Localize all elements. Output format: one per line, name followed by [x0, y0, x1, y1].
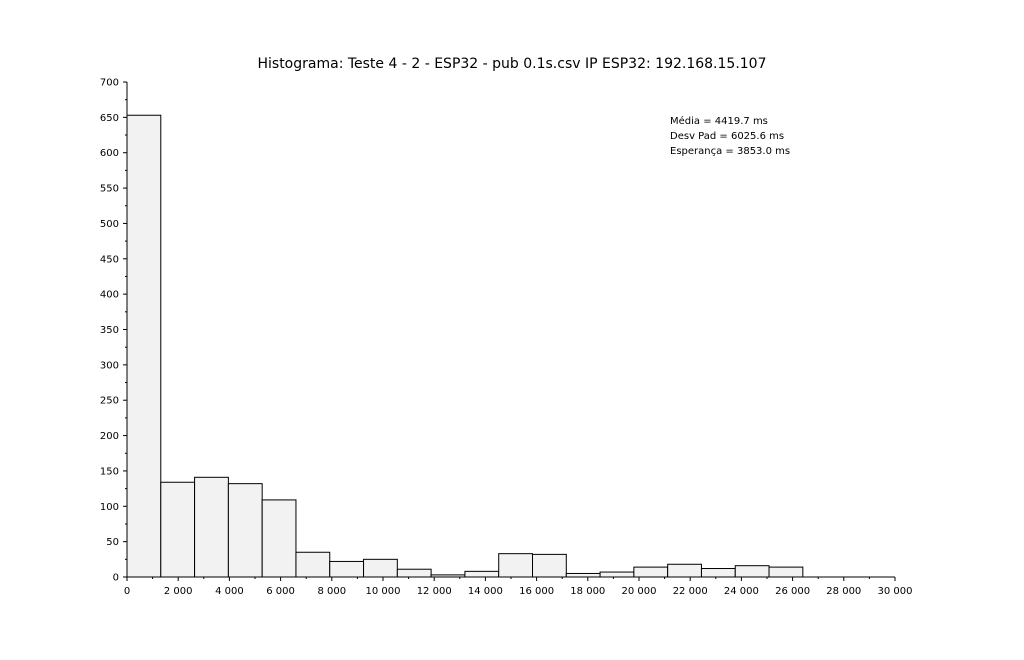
- histogram-bar-2: [160, 481, 196, 578]
- histogram-bar-3: [194, 476, 229, 578]
- stat-annotation-2: Desv Pad = 6025.6 ms: [670, 131, 784, 142]
- x-tick-label-14: 28 000: [826, 586, 861, 597]
- y-tick-label-7: 350: [100, 325, 119, 336]
- histogram-bar-9: [396, 568, 432, 578]
- histogram-bar-7: [329, 560, 365, 578]
- histogram-bar-1: [126, 114, 162, 578]
- y-tick-label-13: 650: [100, 113, 119, 124]
- x-tick-label-6: 12 000: [417, 586, 452, 597]
- y-tick-label-8: 400: [100, 290, 119, 301]
- x-tick-label-5: 10 000: [366, 586, 401, 597]
- y-tick-label-4: 200: [100, 431, 119, 442]
- y-tick-label-11: 550: [100, 184, 119, 195]
- x-tick-label-4: 8 000: [317, 586, 346, 597]
- y-tick-label-10: 500: [100, 219, 119, 230]
- histogram-bar-14: [565, 572, 601, 578]
- y-tick-label-3: 150: [100, 466, 119, 477]
- histogram-bar-8: [363, 558, 398, 578]
- x-tick-label-10: 20 000: [622, 586, 657, 597]
- y-tick-label-0: 0: [113, 573, 119, 584]
- x-tick-label-15: 30 000: [878, 586, 913, 597]
- x-tick-label-9: 18 000: [570, 586, 605, 597]
- histogram-bar-18: [700, 568, 736, 578]
- chart-title: Histograma: Teste 4 - 2 - ESP32 - pub 0.…: [257, 56, 766, 72]
- x-tick-label-13: 26 000: [775, 586, 810, 597]
- stat-annotation-3: Esperança = 3853.0 ms: [670, 146, 790, 157]
- histogram-bar-12: [498, 553, 534, 578]
- histogram-bar-11: [464, 570, 500, 578]
- histogram-bar-6: [295, 551, 331, 578]
- y-tick-label-1: 50: [106, 537, 119, 548]
- y-tick-label-6: 300: [100, 360, 119, 371]
- x-tick-label-0: 0: [124, 586, 130, 597]
- x-tick-label-2: 4 000: [215, 586, 244, 597]
- x-tick-label-1: 2 000: [164, 586, 193, 597]
- histogram-bar-20: [768, 566, 804, 578]
- axes-layer: 0 2 000 4 000 6 000 8 000 10 000 12 000 14 000 1…: [100, 78, 913, 598]
- x-tick-label-11: 22 000: [673, 586, 708, 597]
- histogram-bar-19: [734, 565, 770, 578]
- stat-annotation-1: Média = 4419.7 ms: [670, 115, 768, 127]
- x-tick-label-3: 6 000: [266, 586, 295, 597]
- histogram-bar-16: [633, 566, 669, 578]
- y-tick-label-5: 250: [100, 396, 119, 407]
- x-tick-label-8: 16 000: [519, 586, 554, 597]
- histogram-bar-15: [599, 571, 635, 578]
- y-tick-label-12: 600: [100, 148, 119, 159]
- x-tick-label-12: 24 000: [724, 586, 759, 597]
- histogram-bar-4: [227, 483, 263, 578]
- x-tick-label-7: 14 000: [468, 586, 503, 597]
- histogram-bar-17: [667, 563, 702, 578]
- bars-layer: [126, 114, 804, 578]
- y-tick-label-14: 700: [100, 78, 119, 89]
- y-tick-label-2: 100: [100, 502, 119, 513]
- histogram-bar-13: [532, 553, 567, 578]
- stats-annotations: Média = 4419.7 ms Desv Pad = 6025.6 ms Esp…: [670, 115, 790, 157]
- y-tick-label-9: 450: [100, 254, 119, 265]
- histogram-bar-5: [261, 499, 297, 578]
